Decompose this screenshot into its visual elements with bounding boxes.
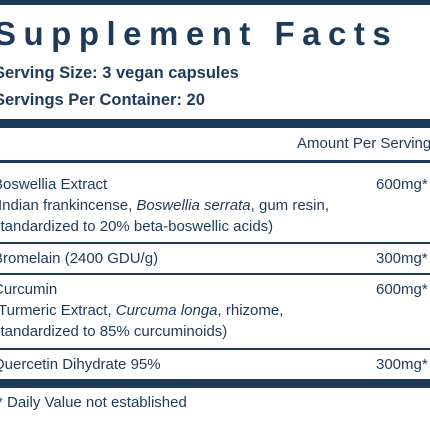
ingredient-detail: standardized to 85% curcuminoids) [0, 323, 228, 340]
ingredient-amount: 300mg* [376, 250, 428, 267]
top-rule [0, 0, 430, 5]
amount-column-header: Amount Per Serving [297, 135, 430, 152]
ingredient-name: Quercetin Dihydrate 95% [0, 356, 161, 373]
ingredient-row: Boswellia Extract (Indian frankincense, … [0, 174, 430, 237]
ingredient-detail: standardized to 20% beta-boswellic acids… [0, 218, 274, 235]
ingredient-amount: 600mg* [376, 281, 428, 298]
header-rule [0, 119, 430, 128]
ingredient-name: Bromelain (2400 GDU/g) [0, 250, 159, 267]
ingredient-detail: (Turmeric Extract, Curcuma longa, rhizom… [0, 302, 284, 319]
ingredient-name: Boswellia Extract [0, 176, 108, 193]
row-divider [0, 273, 430, 275]
column-header-rule [0, 160, 430, 163]
ingredient-row: Curcumin (Turmeric Extract, Curcuma long… [0, 279, 430, 342]
footnote: * Daily Value not established [0, 394, 187, 411]
ingredient-row: Quercetin Dihydrate 95% [0, 354, 430, 375]
panel-title: Supplement Facts [0, 15, 399, 52]
servings-per-container: Servings Per Container: 20 [0, 91, 205, 109]
footer-rule [0, 379, 430, 388]
row-divider [0, 348, 430, 350]
ingredient-amount: 600mg* [376, 176, 428, 193]
row-divider [0, 242, 430, 244]
serving-size: Serving Size: 3 vegan capsules [0, 64, 239, 82]
ingredient-detail: (Indian frankincense, Boswellia serrata,… [0, 197, 330, 214]
ingredient-row: Bromelain (2400 GDU/g) [0, 248, 430, 269]
ingredient-amount: 300mg* [376, 356, 428, 373]
ingredient-name: Curcumin [0, 281, 58, 298]
